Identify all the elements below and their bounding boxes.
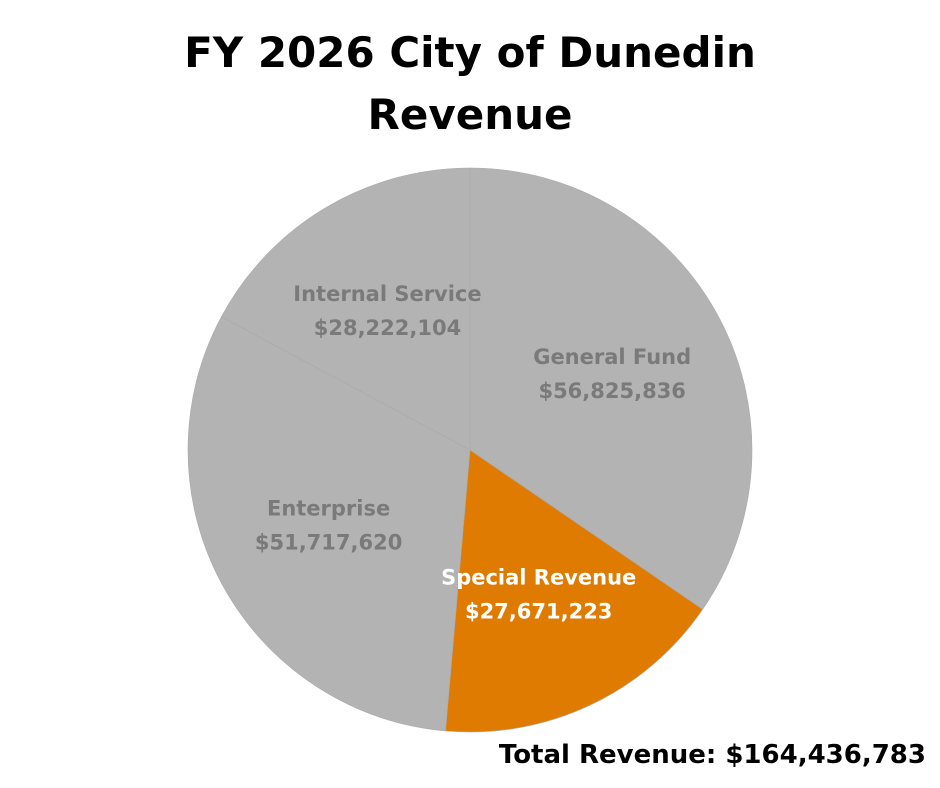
chart-title: FY 2026 City of Dunedin Revenue <box>184 28 756 139</box>
value-label: $27,671,223 <box>465 599 612 623</box>
pie-slice <box>187 316 471 732</box>
pie-slice <box>445 449 704 733</box>
value-label: $51,717,620 <box>255 530 402 554</box>
slice-label: Special Revenue <box>441 565 636 589</box>
total-annotation: Total Revenue: $164,436,783 <box>498 740 926 770</box>
value-label: $28,222,104 <box>314 316 461 340</box>
pie-slice <box>469 167 753 610</box>
value-label: $56,825,836 <box>538 379 685 403</box>
slice-label: General Fund <box>533 345 691 369</box>
pie-slice <box>221 167 471 451</box>
slice-label: Enterprise <box>267 496 390 520</box>
slice-label: Internal Service <box>293 282 481 306</box>
